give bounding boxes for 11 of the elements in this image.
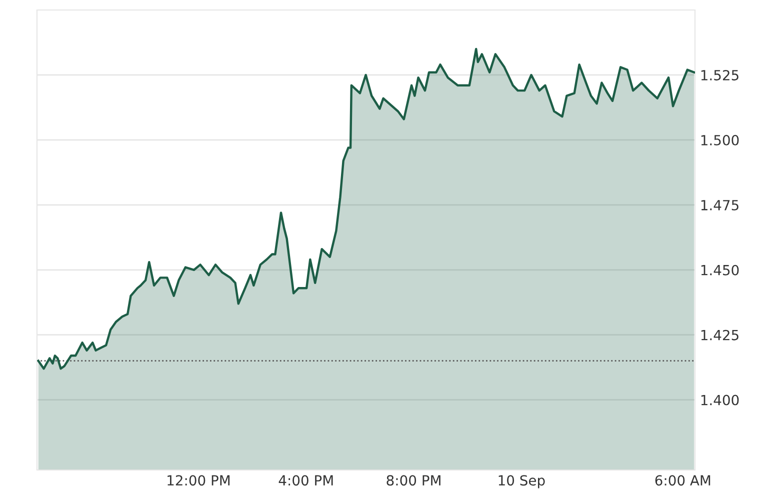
y-tick-label: 1.400 bbox=[701, 394, 739, 406]
x-tick-label: 8:00 PM bbox=[386, 475, 440, 486]
x-tick-label: 4:00 PM bbox=[278, 475, 333, 486]
y-tick-label: 1.525 bbox=[701, 70, 738, 80]
x-tick-label: 6:00 AM bbox=[655, 475, 710, 486]
y-tick-label: 1.475 bbox=[701, 200, 738, 210]
y-tick-label: 1.500 bbox=[701, 134, 739, 146]
x-tick-label: 12:00 PM bbox=[168, 475, 230, 486]
x-tick-label: 10 Sep bbox=[498, 475, 545, 488]
y-tick-label: 1.450 bbox=[701, 264, 739, 276]
y-tick-label: 1.425 bbox=[701, 330, 738, 340]
